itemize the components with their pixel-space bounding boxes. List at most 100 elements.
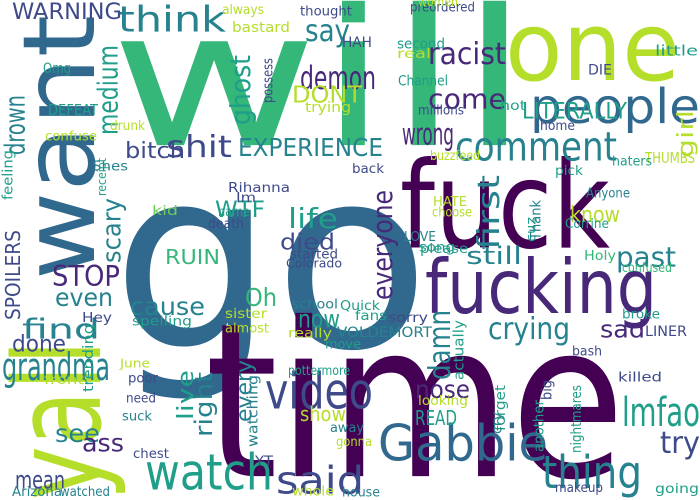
word-sorry: sorry [388,311,428,326]
word-nightmares: nightmares [568,385,585,453]
word-crying: crying [488,312,570,347]
word-channel: Channel [398,72,448,90]
word-drown: drown [0,95,32,155]
word-back: back [352,162,384,177]
word-arizona: Arizona [12,483,62,500]
word-literally: LITERALLY [522,97,627,124]
word-actually: actually [450,320,467,380]
word-shit: shit [166,130,232,165]
word-school: school [292,295,338,312]
word-bash: bash [572,343,602,359]
word-thank: Thank [528,200,545,240]
word-front: front [44,373,84,388]
word-even: even [55,282,113,313]
word-makeup: makeup [555,481,603,496]
word-sister: sister [225,305,267,322]
word-nose: nose [415,375,470,405]
word-voldemort: VOLDEMORT [337,324,432,341]
word-suck: suck [122,408,152,424]
word-confuse: confuse [45,128,97,144]
word-die: DIE [588,62,612,79]
word-read: READ [415,407,457,431]
word-people: people [530,79,700,136]
word-thing: thing [542,445,642,500]
word-home: home [540,119,575,134]
word-trending: trending [81,324,97,392]
word-now: now [298,305,340,334]
word-will: will [110,0,530,191]
word-experience: EXPERIENCE [238,132,383,163]
word-pottermore: pottermore [288,364,350,379]
word-first: first [471,175,507,250]
word-defeat: DEFEAT [48,101,98,120]
word-come: come [428,82,506,116]
word-preordered: preordered [410,0,475,16]
word-fuck: fuck [400,138,610,277]
word-time: time [205,276,625,500]
word-scary: scary [97,198,128,263]
word-house: house [342,483,380,500]
word-sad: sad [600,315,645,344]
word-receipt: receipt [96,158,111,196]
word-omg: Omg [43,60,71,77]
word-quick: Quick [340,299,380,314]
word-corrine: Corrine [565,216,609,232]
word-ghost: ghost [225,55,258,125]
word-really: really [288,325,332,341]
word-say: say [305,13,350,49]
word-go: go [112,114,430,406]
word-fucking: fucking [425,243,657,331]
word-comment: comment [455,124,617,171]
word-mean: mean [15,465,65,495]
word-think: think [118,0,226,41]
word-past: past [616,240,676,274]
word-hah: HAH [342,34,372,51]
word-death: death [208,215,244,232]
word-holy: Holy [584,249,616,264]
word-watched: watched [60,483,110,500]
word-stop: STOP [52,260,120,293]
word-yt: YT [255,453,273,470]
word-dont: DONT [292,82,362,109]
word-hot: hot [500,99,526,114]
word-move: move [325,336,361,353]
word-wtf: WTF [215,197,265,223]
word-grandma: grandma [2,345,110,391]
word-fans: fans [355,309,387,324]
word-life: life [288,202,338,235]
word-broke: broke [622,305,660,322]
word-haters: haters [612,153,652,170]
word-whole: whole [292,484,334,500]
word-gonna: gonna [336,433,372,450]
word-spoilers: SPOILERS [2,230,26,320]
word-rihanna: Rihanna [228,180,290,196]
word-anyone: Anyone [586,185,630,201]
word-hate: HATE [433,195,467,210]
word-colorado: Colorado [286,255,342,271]
word-done: done [12,330,66,358]
word-real: real [397,47,431,62]
word-cry: cry [488,412,506,434]
word-june: June [120,357,150,371]
word-wrong: wrong [402,118,454,154]
word-confused: confused [622,260,672,276]
word-always: always [222,1,264,18]
word-please: please [420,242,468,257]
word-ass: ass [82,429,124,458]
word-buzzfeed: buzzfeed [430,148,480,164]
word-lmfao: lmfao [622,390,700,437]
word-away: away [330,421,364,436]
word-died: died [280,230,335,256]
word-another: another [530,400,547,452]
word-started: started [290,246,338,262]
word-find: find [22,312,100,346]
word-kid: kid [152,204,178,219]
word-bitch: bitch [125,137,185,164]
word-ruin: RUIN [165,246,220,270]
word-said: said [276,457,364,500]
word-oh: Oh [245,283,277,313]
word-racist: racist [428,37,506,73]
word-big: big [538,380,556,400]
word-everyone: everyone [367,190,400,300]
